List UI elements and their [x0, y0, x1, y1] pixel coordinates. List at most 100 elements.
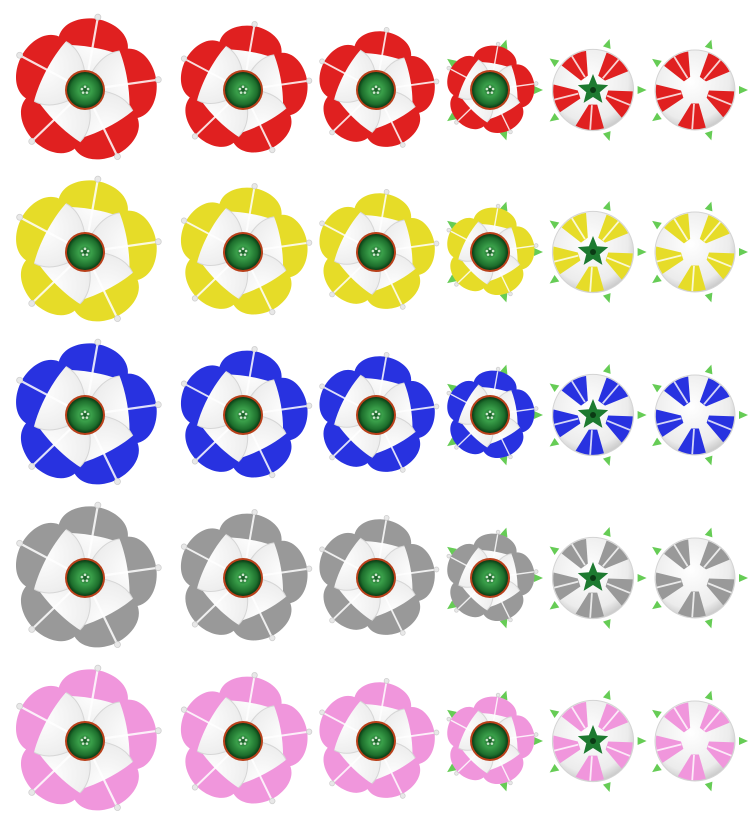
sepal: [652, 600, 662, 610]
petal-color-patch: [218, 350, 282, 386]
petal-color-patch: [553, 572, 581, 601]
flower-center: [225, 72, 261, 108]
petal-color-patch: [699, 215, 730, 244]
petal-color-patch: [16, 522, 67, 590]
sepal: [602, 527, 611, 537]
sepal: [652, 220, 662, 230]
sepal: [602, 619, 611, 629]
sepal: [602, 293, 611, 303]
flower-center: [67, 234, 103, 270]
petal-color-patch: [58, 669, 128, 708]
petal-color-patch: [71, 110, 139, 160]
flower-row-blue: [16, 338, 748, 485]
petal-color-patch: [553, 246, 581, 275]
sepal: [602, 364, 611, 374]
petal-color-patch: [71, 761, 139, 811]
petal-color-patch: [664, 376, 691, 407]
petal-color-patch: [706, 578, 735, 606]
petal-color-patch: [605, 578, 633, 606]
petal-color-patch: [561, 375, 588, 406]
sepal: [739, 248, 748, 256]
flower-grid: [16, 13, 748, 811]
petal-color-patch: [598, 52, 629, 81]
flower-pink-half-open: [180, 672, 313, 805]
petal-color-patch: [561, 50, 588, 81]
petal-color-patch: [561, 212, 588, 243]
flower-center: [67, 560, 103, 596]
flower-center: [225, 560, 261, 596]
petal-color-patch: [598, 214, 629, 243]
petal-color-patch: [230, 433, 292, 478]
petal-color-patch: [473, 696, 517, 721]
petal-color-patch: [605, 741, 633, 769]
petal-color-patch: [364, 106, 421, 147]
petal-color-patch: [561, 538, 588, 569]
sepal: [549, 58, 560, 68]
petal-color-patch: [230, 108, 292, 153]
sepal: [499, 130, 508, 141]
petal-color-patch: [655, 409, 684, 437]
sepal: [652, 546, 662, 556]
sepal: [499, 618, 508, 629]
sepal: [602, 782, 611, 792]
sepal: [739, 411, 748, 419]
sepal: [549, 112, 560, 122]
flower-gray-bud: [549, 527, 647, 629]
petal-color-patch: [699, 378, 730, 407]
sepal: [534, 86, 543, 94]
petal-color-patch: [180, 202, 227, 263]
flower-center: [472, 397, 508, 433]
sepal: [704, 455, 713, 466]
petal: [375, 56, 440, 114]
petal-color-patch: [180, 40, 227, 101]
sepal: [704, 201, 713, 212]
sepal: [549, 437, 560, 447]
flower-red-open: [16, 13, 162, 160]
flower-center: [225, 397, 261, 433]
petal-color-patch: [481, 753, 524, 785]
petal-color-patch: [353, 193, 412, 225]
flower-center: [358, 72, 394, 108]
sepal: [499, 364, 508, 375]
flower-center: [472, 723, 508, 759]
petal-color-patch: [58, 180, 128, 219]
sepal: [549, 709, 560, 719]
petal-color-patch: [481, 102, 524, 134]
sepal: [447, 763, 457, 773]
sepal: [447, 58, 457, 68]
sepal: [652, 274, 662, 284]
petal-color-patch: [655, 572, 684, 600]
sepal: [652, 112, 662, 122]
petal-color-patch: [598, 540, 629, 569]
sepal: [447, 274, 457, 284]
petal-color-patch: [319, 44, 361, 100]
flower-blue-open: [16, 338, 162, 485]
petal-color-patch: [58, 506, 128, 545]
petal-color-patch: [553, 409, 581, 438]
petal-color-patch: [447, 706, 479, 749]
petal-color-patch: [561, 701, 588, 732]
sepal: [499, 781, 508, 792]
petal-color-patch: [230, 759, 292, 804]
flower-yellow-half-open: [180, 183, 313, 316]
flower-pink-open: [16, 664, 162, 811]
flower-center: [358, 723, 394, 759]
bud-star-center: [577, 74, 609, 103]
sepal: [534, 248, 543, 256]
petal-color-patch: [16, 196, 67, 264]
sepal: [704, 364, 713, 375]
sepal: [637, 737, 647, 745]
petal-color-patch: [218, 513, 282, 549]
petal-color-patch: [16, 685, 67, 753]
petal-color-patch: [353, 682, 412, 714]
petal-color-patch: [664, 702, 691, 733]
flower-row-yellow: [16, 175, 748, 322]
sepal: [637, 574, 647, 582]
sepal: [652, 383, 662, 393]
sepal: [652, 437, 662, 447]
petal-color-patch: [353, 519, 412, 551]
sepal: [499, 292, 508, 303]
sepal: [652, 709, 662, 719]
petal-color-patch: [71, 272, 139, 322]
petal-color-patch: [664, 539, 691, 570]
